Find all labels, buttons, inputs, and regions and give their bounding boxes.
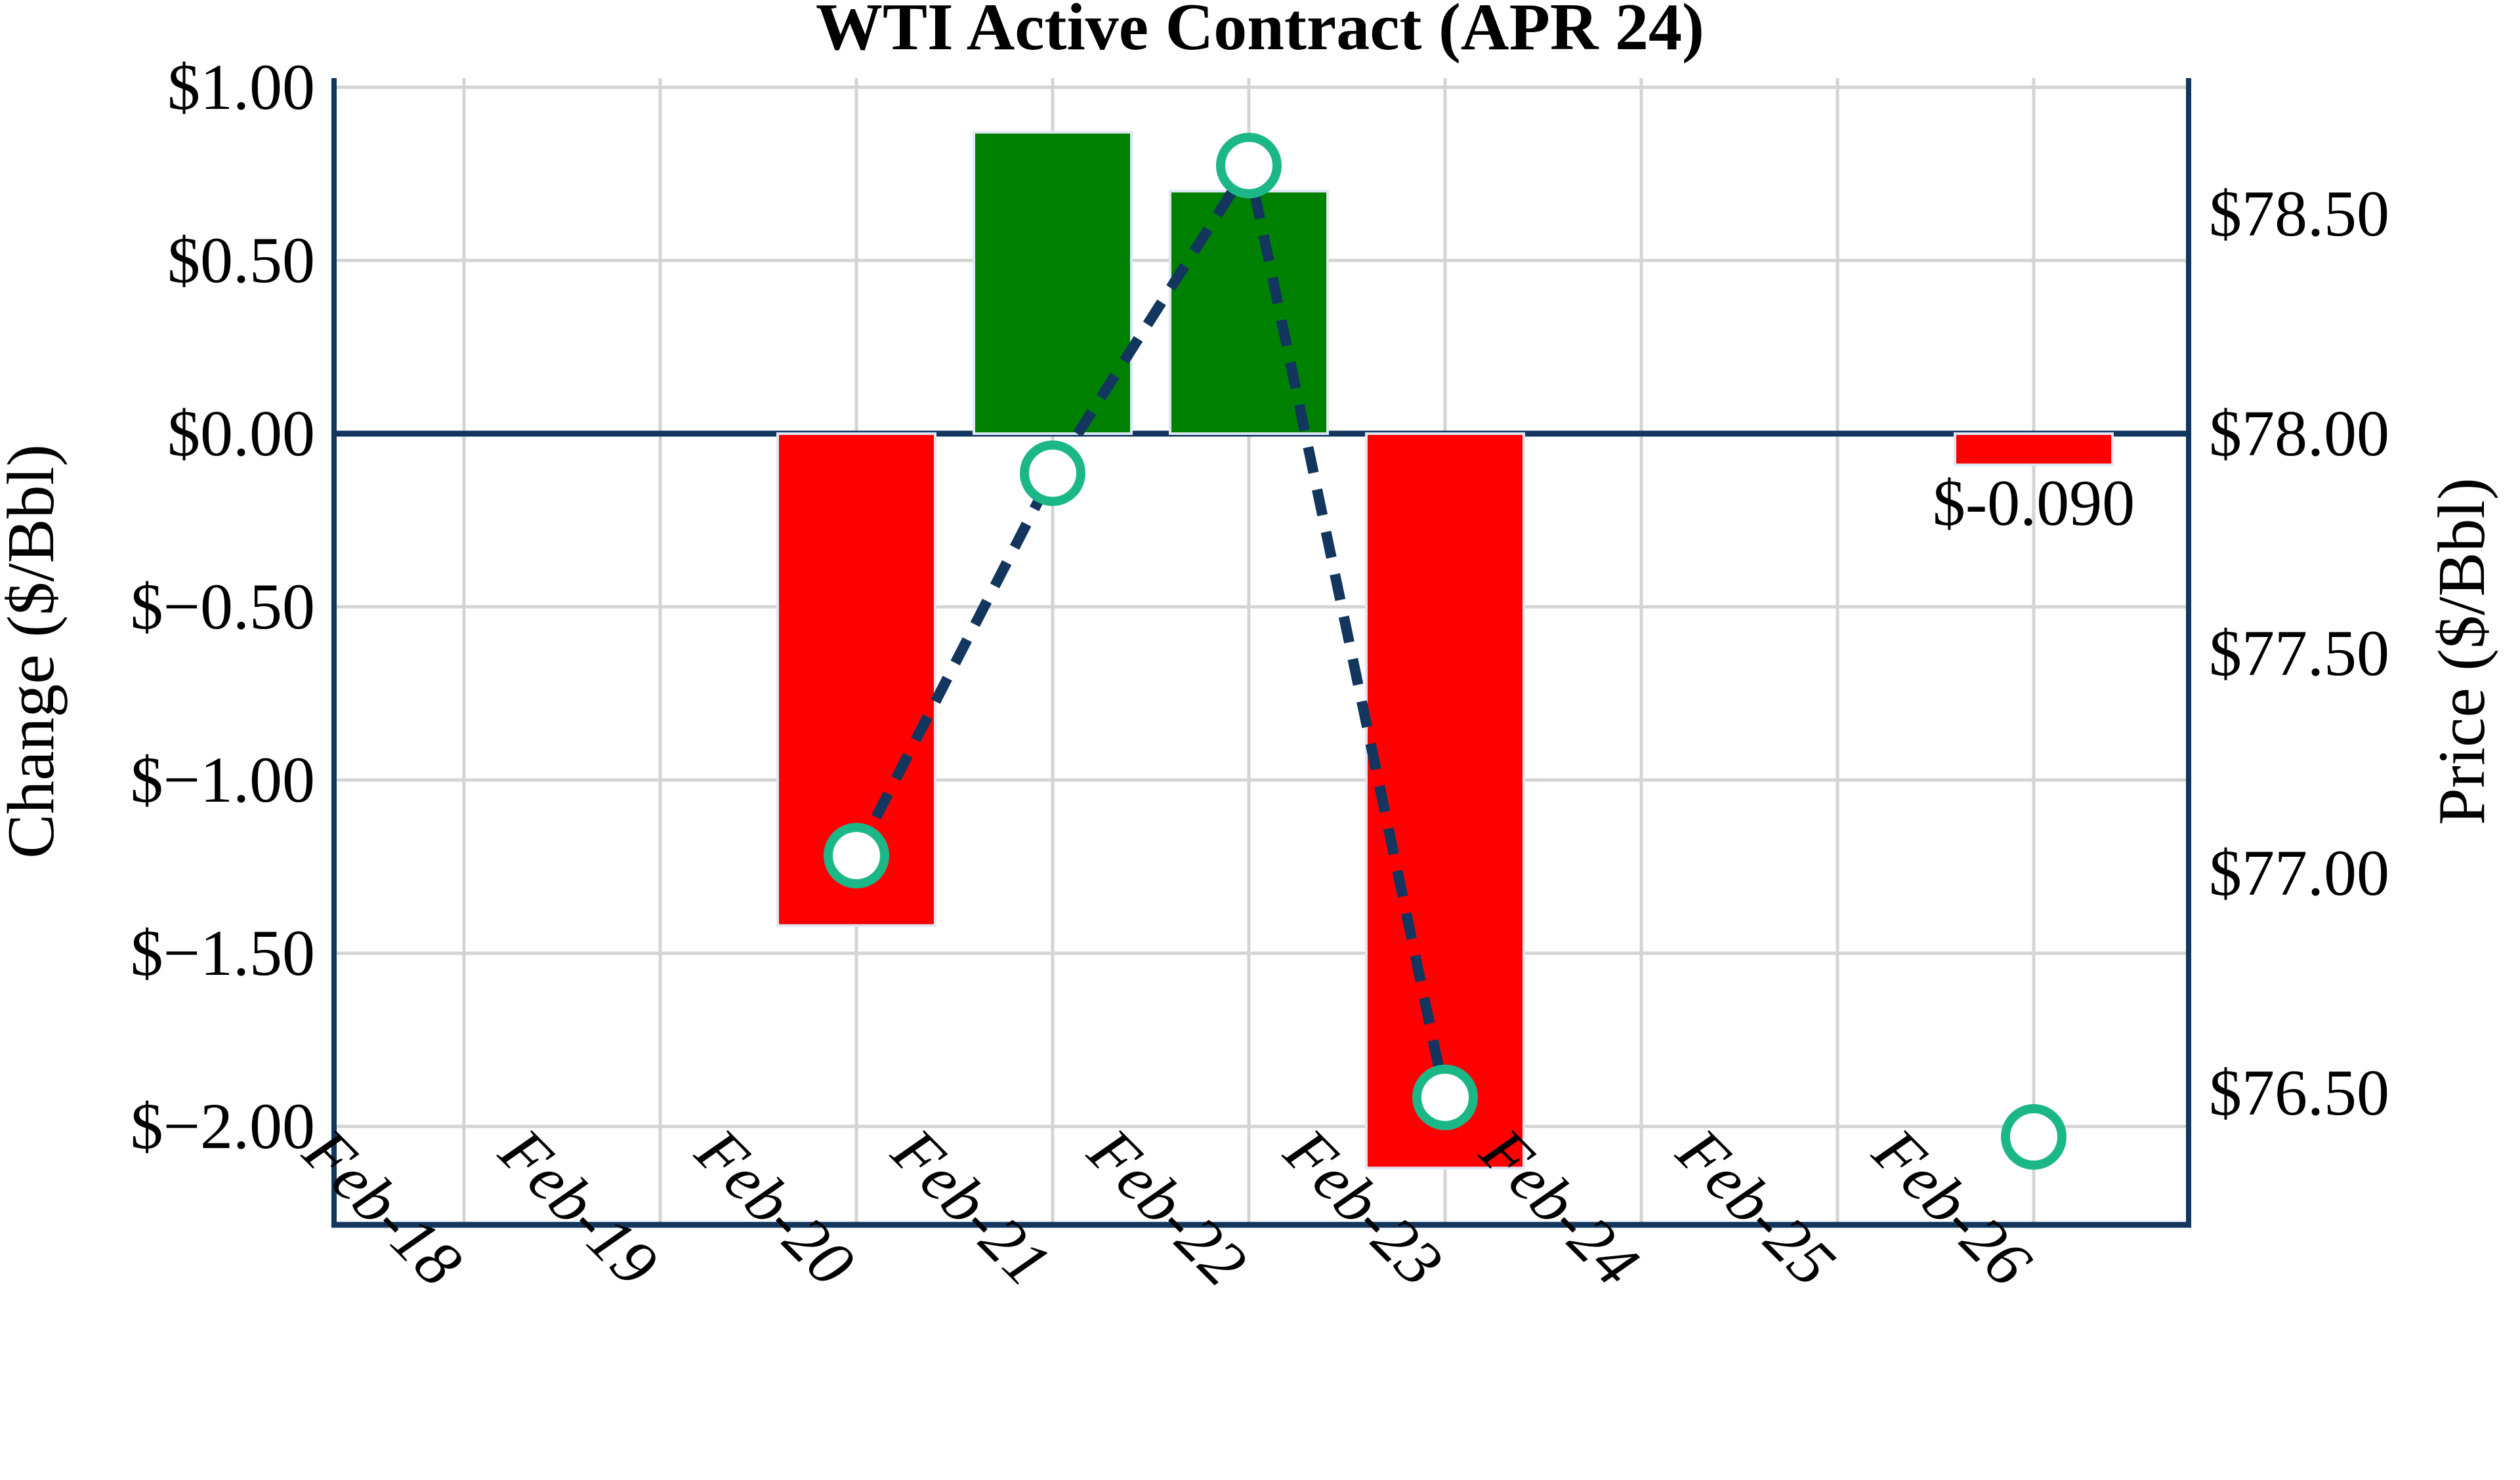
left-axis-label: Change ($/Bbl) bbox=[0, 444, 68, 859]
right-axis-tick: $78.50 bbox=[2209, 177, 2389, 251]
left-axis-tick: $−1.50 bbox=[130, 916, 315, 990]
right-axis-tick: $77.00 bbox=[2209, 836, 2389, 909]
chart-title: WTI Active Contract (APR 24) bbox=[815, 0, 1705, 64]
price-marker-Feb-20 bbox=[824, 823, 889, 889]
right-axis-tick: $76.50 bbox=[2209, 1056, 2389, 1129]
left-axis-tick: $−0.50 bbox=[130, 570, 315, 644]
left-axis-tick: $0.50 bbox=[167, 224, 315, 297]
left-axis-tick: $1.00 bbox=[167, 50, 315, 123]
left-axis-tick: $−2.00 bbox=[130, 1090, 315, 1163]
change-bar-Feb-26 bbox=[1954, 432, 2114, 466]
left-axis-tick: $−1.00 bbox=[130, 743, 315, 817]
right-axis-label: Price ($/Bbl) bbox=[2425, 478, 2499, 825]
price-marker-Feb-21 bbox=[1020, 440, 1085, 506]
right-axis-tick: $78.00 bbox=[2209, 397, 2389, 470]
left-axis-tick: $0.00 bbox=[167, 397, 315, 470]
change-bar-Feb-22 bbox=[1169, 190, 1329, 436]
price-marker-Feb-22 bbox=[1216, 133, 1282, 199]
right-axis-tick: $77.50 bbox=[2209, 617, 2389, 689]
price-marker-Feb-26 bbox=[2001, 1104, 2067, 1170]
price-line bbox=[851, 152, 1450, 1099]
price-marker-Feb-23 bbox=[1412, 1064, 1478, 1130]
bar-value-annotation: $-0.090 bbox=[1932, 466, 2135, 539]
change-bar-Feb-23 bbox=[1365, 432, 1525, 1170]
